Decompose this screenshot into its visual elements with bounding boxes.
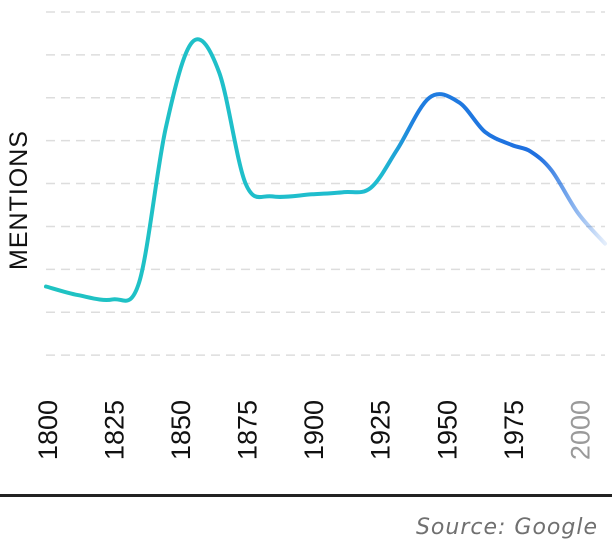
gridlines	[46, 11, 605, 356]
x-tick-label: 1975	[499, 400, 529, 460]
x-tick-label: 1900	[299, 400, 329, 460]
baseline-rule	[0, 494, 612, 497]
x-tick-label: 1800	[33, 400, 63, 460]
x-tick-label: 1850	[166, 400, 196, 460]
y-axis-label: MENTIONS	[5, 130, 33, 270]
x-tick-label: 1875	[233, 400, 263, 460]
x-tick-label: 1950	[432, 400, 462, 460]
x-tick-label: 1825	[100, 400, 130, 460]
source-credit: Source: Google	[415, 515, 598, 540]
x-tick-label: 2000	[565, 400, 595, 460]
x-axis-ticks: 1800 1825 1850 1875 1900 1925 1950 1975 2000	[33, 400, 595, 460]
x-tick-label: 1925	[366, 400, 396, 460]
mentions-line	[44, 37, 607, 303]
